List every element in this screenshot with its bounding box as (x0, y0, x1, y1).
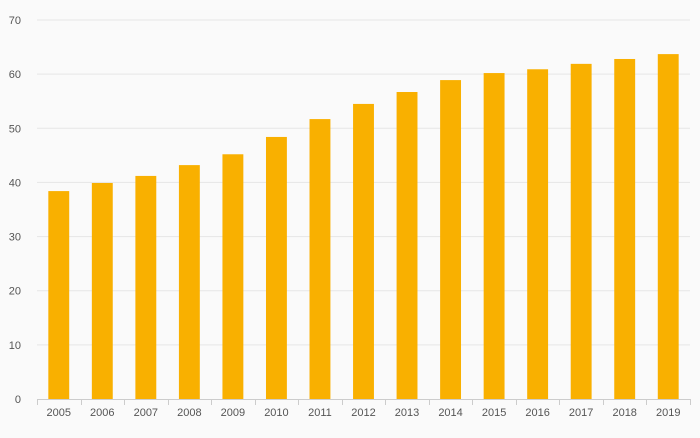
y-tick-label-10: 10 (9, 340, 21, 352)
bar-2019 (657, 54, 679, 400)
y-tick-labels: 0 10 20 30 40 50 60 70 (9, 15, 21, 406)
bar-2016 (527, 69, 549, 400)
y-tick-label-60: 60 (9, 69, 21, 81)
bar-2015 (483, 73, 505, 399)
x-tick-label-2012: 2012 (351, 407, 375, 419)
x-tick-label-2010: 2010 (264, 407, 288, 419)
x-tick-label-2014: 2014 (438, 407, 462, 419)
bar-2017 (570, 63, 592, 399)
bar-2006 (91, 182, 113, 399)
x-tick-label-2008: 2008 (177, 407, 201, 419)
x-tick-label-2013: 2013 (395, 407, 419, 419)
bar-2014 (440, 80, 462, 399)
y-tick-label-40: 40 (9, 177, 21, 189)
bar-2013 (396, 92, 418, 399)
y-tick-label-70: 70 (9, 15, 21, 27)
x-tick-labels: 2005 2006 2007 2008 2009 2010 2011 2012 2013 2014… (47, 407, 681, 419)
x-axis (37, 399, 691, 405)
bar-2007 (135, 175, 157, 399)
y-tick-label-30: 30 (9, 232, 21, 244)
x-tick-label-2018: 2018 (612, 407, 636, 419)
y-tick-label-50: 50 (9, 123, 21, 135)
bar-2009 (222, 154, 244, 399)
bar-2012 (353, 103, 374, 400)
x-tick-label-2007: 2007 (134, 407, 158, 419)
y-tick-label-20: 20 (9, 286, 21, 298)
y-tick-label-0: 0 (15, 394, 21, 406)
x-tick-label-2019: 2019 (656, 407, 680, 419)
x-tick-label-2015: 2015 (482, 407, 506, 419)
x-tick-label-2011: 2011 (308, 407, 332, 419)
x-tick-label-2017: 2017 (569, 407, 593, 419)
bar-2018 (614, 58, 636, 400)
x-tick-label-2009: 2009 (221, 407, 245, 419)
bar-2010 (265, 136, 287, 399)
x-tick-label-2016: 2016 (525, 407, 549, 419)
bar-2011 (309, 119, 331, 400)
bar-2008 (178, 165, 200, 399)
x-tick-label-2005: 2005 (47, 407, 71, 419)
x-tick-label-2006: 2006 (90, 407, 114, 419)
bar-2005 (48, 191, 70, 399)
bars (48, 54, 679, 400)
